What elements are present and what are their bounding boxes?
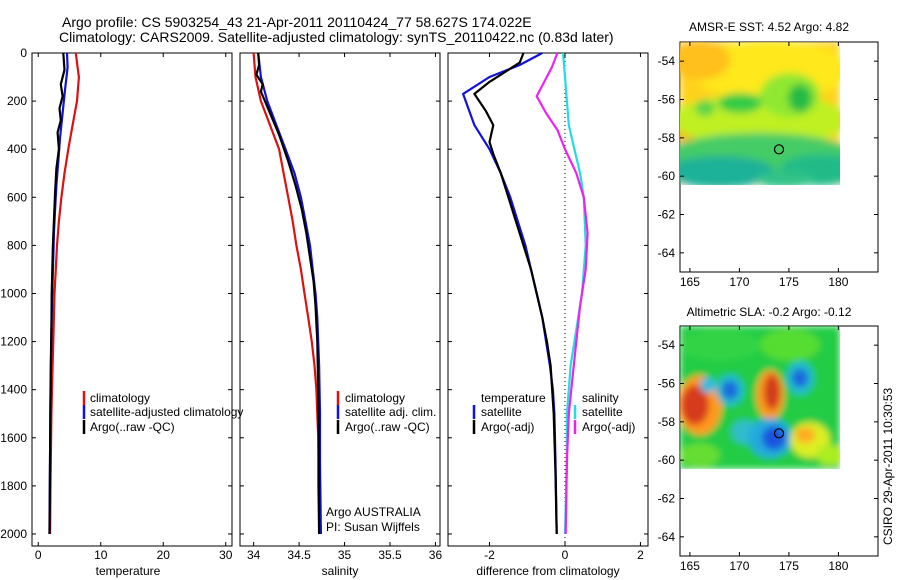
- footer-timestamp: CSIRO 29-Apr-2011 10:30:53: [881, 387, 895, 545]
- depth-tick-label: 0: [20, 46, 27, 60]
- lat-tick-label: -64: [658, 530, 676, 544]
- annotation-pi-name: PI: Susan Wijffels: [326, 520, 420, 534]
- sst-map-title: AMSR-E SST: 4.52 Argo: 4.82: [689, 20, 849, 34]
- sla-field: [680, 326, 840, 469]
- lat-tick-label: -58: [658, 131, 676, 145]
- legend-temp-satellite: satellite-adjusted climatology: [90, 405, 243, 419]
- series-line-temperature-argo-adj-: [473, 52, 558, 535]
- difference-legend: temperature satellite Argo(-adj) salinit…: [472, 391, 635, 434]
- x-tick-label: 36: [429, 548, 443, 562]
- legend-diff-temperature-title: temperature: [481, 391, 546, 405]
- argo-position-circle: [773, 144, 785, 155]
- x-tick-label: 30: [219, 548, 233, 562]
- lat-tick-label: -56: [658, 93, 676, 107]
- salinity-series: [252, 52, 322, 535]
- lat-tick-label: -56: [658, 377, 676, 391]
- series-line-climatology: [252, 52, 321, 535]
- legend-temp-argo: Argo(..raw -QC): [90, 420, 175, 434]
- depth-tick-label: 800: [7, 238, 27, 252]
- depth-axis: 0 200 400 600 800 1000 1200 1400 1600 1800 2000: [0, 46, 648, 541]
- lon-tick-label: 175: [779, 559, 799, 573]
- legend-sal-satellite: satellite adj. clim.: [345, 405, 436, 419]
- x-tick-label: 35.5: [378, 548, 402, 562]
- temperature-xlabel: temperature: [96, 564, 161, 578]
- temperature-x-axis: 0 10 20 30: [35, 53, 233, 562]
- argo-position-circle: [773, 428, 785, 439]
- series-line-satellite-adj-clim-: [257, 52, 322, 535]
- lat-tick-label: -62: [658, 492, 676, 506]
- difference-series: [462, 52, 589, 535]
- series-line-argo-raw-qc-: [48, 52, 66, 535]
- depth-tick-label: 1400: [0, 383, 27, 397]
- lon-tick-label: 170: [729, 559, 749, 573]
- legend-diff-sal-satellite: satellite: [582, 405, 623, 419]
- x-tick-label: 34.5: [287, 548, 311, 562]
- difference-panel-frame: [447, 52, 649, 547]
- difference-x-axis: -2 0 2: [484, 53, 644, 562]
- sla-map-title: Altimetric SLA: -0.2 Argo: -0.12: [687, 305, 852, 319]
- x-tick-label: 0: [35, 548, 42, 562]
- annotation-argo-australia: Argo AUSTRALIA: [326, 505, 421, 519]
- sst-field: [680, 42, 840, 185]
- salinity-x-axis: 34 34.5 35 35.5 36: [247, 53, 442, 562]
- depth-tick-label: 2000: [0, 527, 27, 541]
- lat-tick-label: -54: [658, 54, 676, 68]
- legend-temp-climatology: climatology: [90, 391, 150, 405]
- depth-tick-label: 600: [7, 190, 27, 204]
- lon-tick-label: 165: [680, 275, 700, 289]
- series-line-salinity-argo-adj-: [535, 52, 589, 535]
- x-tick-label: 0: [562, 548, 569, 562]
- lat-tick-label: -60: [658, 453, 676, 467]
- argo-float-marker-sst: [773, 144, 785, 155]
- depth-tick-label: 200: [7, 94, 27, 108]
- legend-diff-salinity-title: salinity: [582, 391, 619, 405]
- series-line-argo-raw-qc-: [255, 52, 321, 534]
- figure-title-line1: Argo profile: CS 5903254_43 21-Apr-2011 …: [62, 14, 532, 30]
- salinity-panel-frame: [239, 52, 441, 547]
- depth-tick-label: 1200: [0, 335, 27, 349]
- figure-title-line2: Climatology: CARS2009. Satellite-adjuste…: [59, 29, 614, 45]
- lon-tick-label: 170: [729, 275, 749, 289]
- series-line-salinity-satellite: [562, 52, 587, 535]
- salinity-legend: climatology satellite adj. clim. Argo(..…: [326, 391, 436, 534]
- x-tick-label: 20: [157, 548, 171, 562]
- salinity-xlabel: salinity: [322, 564, 359, 578]
- legend-sal-argo: Argo(..raw -QC): [345, 420, 430, 434]
- depth-tick-label: 1600: [0, 431, 27, 445]
- series-line-temperature-satellite: [462, 52, 558, 535]
- temperature-series: [48, 52, 81, 535]
- sst-map-axes: 165 170 175 180 -54 -56 -58 -60 -62 -64: [658, 42, 878, 289]
- x-tick-label: -2: [484, 548, 495, 562]
- difference-xlabel: difference from climatology: [476, 564, 619, 578]
- lat-tick-label: -60: [658, 169, 676, 183]
- temperature-panel-frame: [31, 52, 233, 547]
- lat-tick-label: -58: [658, 415, 676, 429]
- legend-diff-temp-satellite: satellite: [481, 405, 522, 419]
- depth-tick-label: 400: [7, 142, 27, 156]
- lat-tick-label: -54: [658, 338, 676, 352]
- x-tick-label: 35: [338, 548, 352, 562]
- lat-tick-label: -62: [658, 208, 676, 222]
- legend-diff-sal-argo: Argo(-adj): [582, 420, 635, 434]
- x-tick-label: 10: [94, 548, 108, 562]
- argo-float-marker-sla: [773, 428, 785, 439]
- depth-tick-label: 1800: [0, 479, 27, 493]
- legend-diff-temp-argo: Argo(-adj): [481, 420, 534, 434]
- x-tick-label: 34: [247, 548, 261, 562]
- lon-tick-label: 180: [828, 275, 848, 289]
- series-line-climatology: [49, 52, 81, 535]
- lon-tick-label: 175: [779, 275, 799, 289]
- temperature-legend: climatology satellite-adjusted climatolo…: [82, 391, 243, 434]
- x-tick-label: 2: [637, 548, 644, 562]
- lon-tick-label: 165: [680, 559, 700, 573]
- depth-tick-label: 1000: [0, 286, 27, 300]
- legend-sal-climatology: climatology: [345, 391, 405, 405]
- lon-tick-label: 180: [828, 559, 848, 573]
- sla-map-axes: 165 170 175 180 -54 -56 -58 -60 -62 -64: [658, 326, 878, 573]
- lat-tick-label: -64: [658, 246, 676, 260]
